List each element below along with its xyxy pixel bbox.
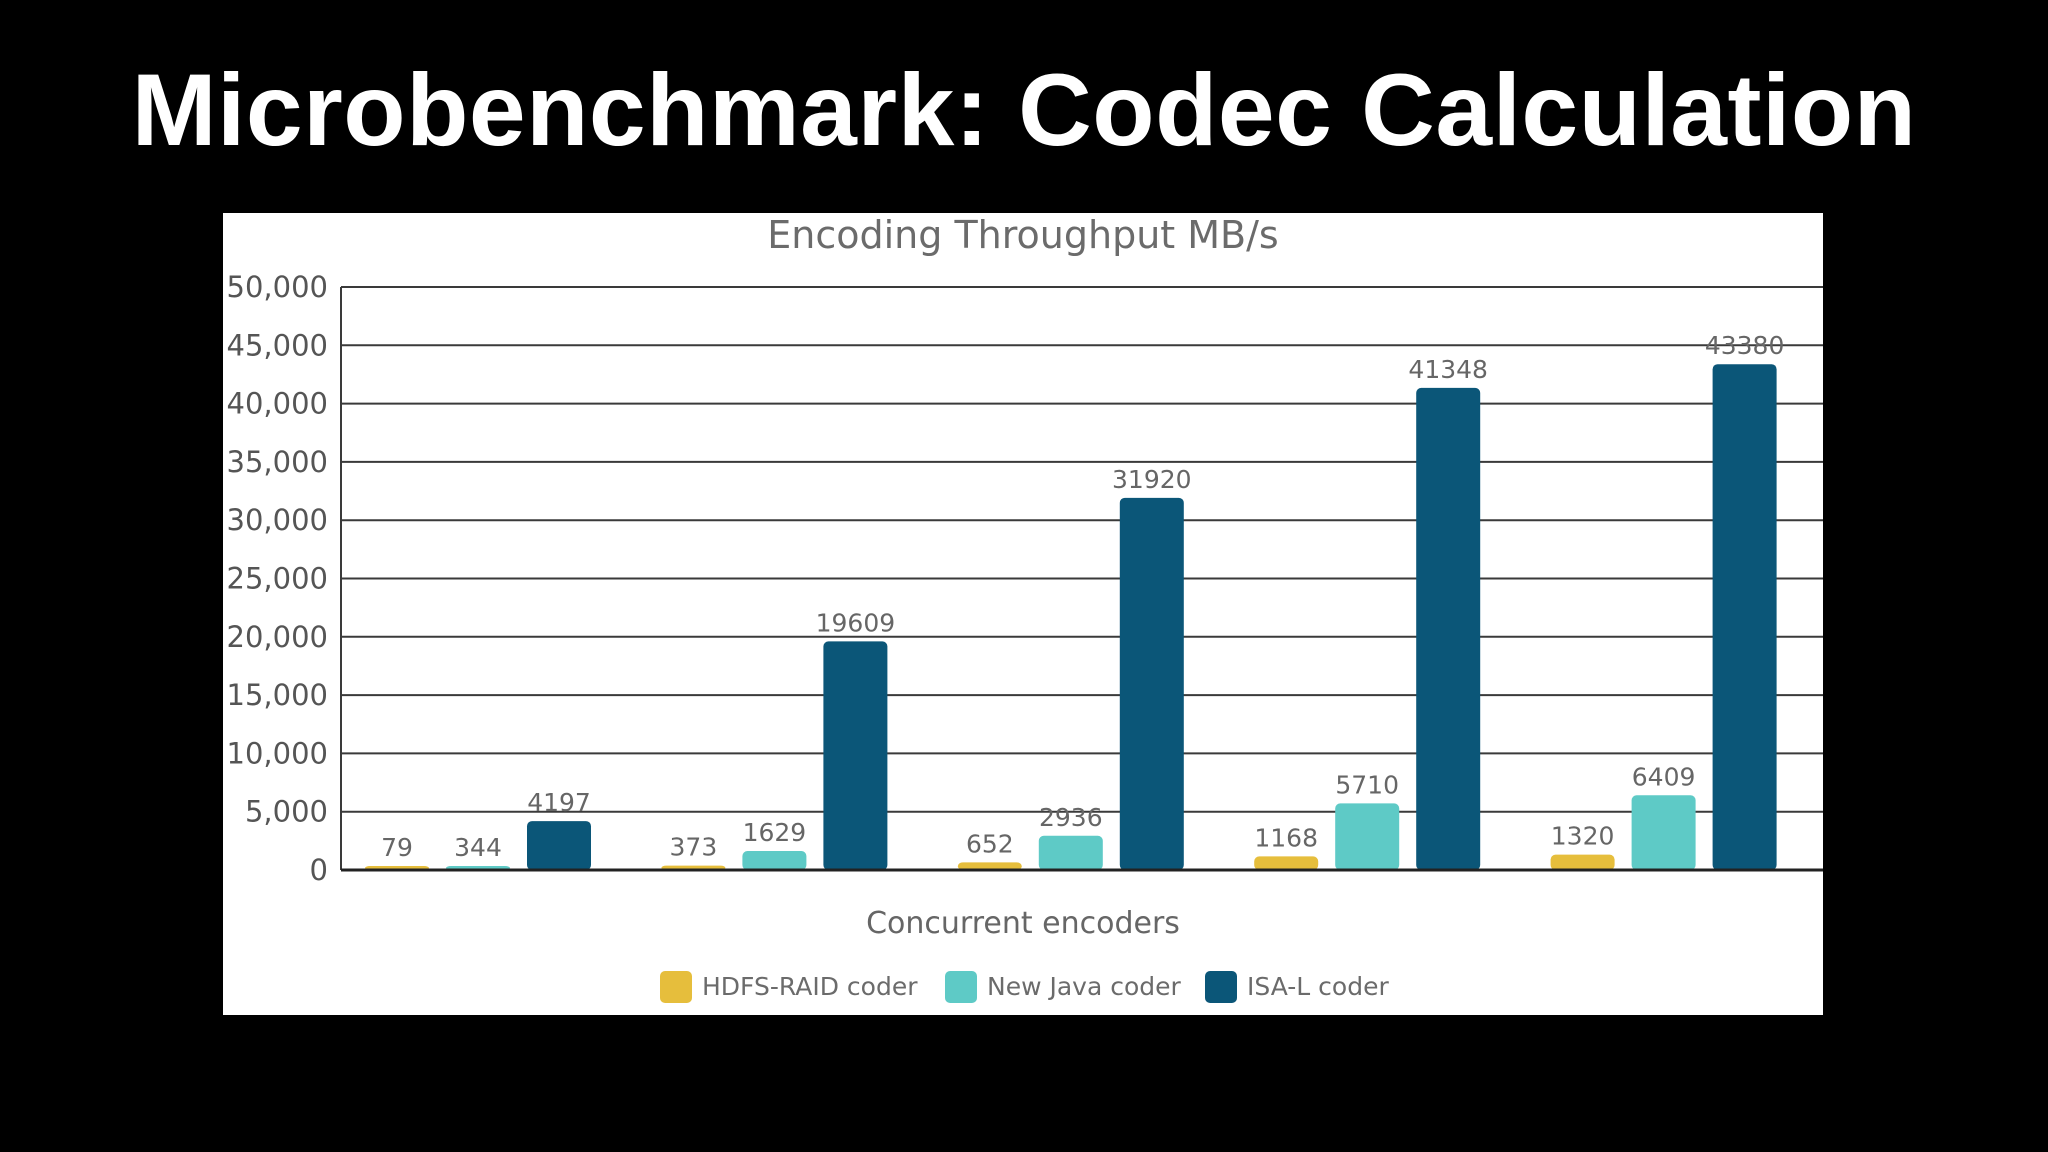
slide-title: Microbenchmark: Codec Calculation [131,53,1917,167]
y-tick-label: 45,000 [227,328,328,362]
bar-value-label: 652 [966,829,1014,858]
bar-value-label: 373 [670,833,718,862]
y-tick-label: 10,000 [227,736,328,770]
y-tick-label: 25,000 [227,562,328,596]
bar [1550,854,1615,870]
bar-value-label: 5710 [1335,770,1399,799]
bar-value-label: 31920 [1112,465,1192,494]
y-tick-label: 40,000 [227,387,328,421]
legend-label: HDFS-RAID coder [702,972,918,1001]
bar [1416,387,1481,870]
bar [742,851,807,870]
legend-label: New Java coder [987,972,1182,1001]
y-tick-label: 0 [310,853,328,887]
y-axis-ticks: 0 5,000 10,000 15,000 20,000 25,000 30,000 35,0… [227,270,328,887]
bar [1038,835,1103,870]
bar-value-label: 344 [454,833,502,862]
bar-chart: Encoding Throughput MB/s 0 5,000 10,000 15,… [227,213,1823,1003]
y-tick-label: 30,000 [227,503,328,537]
bar [1631,795,1696,870]
bar [1712,364,1777,870]
y-tick-label: 15,000 [227,678,328,712]
bars [365,364,1777,870]
legend-swatch [660,971,692,1003]
bar-value-label: 19609 [816,608,896,637]
bar [1119,497,1184,870]
bar-value-label: 1168 [1254,823,1318,852]
bar-value-label: 43380 [1705,331,1785,360]
data-labels: 79 344 4197 373 1629 19609 652 2936 31920 1168 571… [381,331,1784,862]
legend-label: ISA-L coder [1247,972,1389,1001]
x-axis-title: Concurrent encoders [866,906,1180,941]
legend-swatch [1205,971,1237,1003]
bar-value-label: 6409 [1632,762,1696,791]
chart-panel: Encoding Throughput MB/s 0 5,000 10,000 15,… [223,213,1823,1015]
bar-value-label: 41348 [1408,355,1488,384]
bar-value-label: 1320 [1551,822,1615,851]
bar [1254,856,1319,870]
bar [527,821,591,870]
y-tick-label: 5,000 [245,795,328,829]
gridlines [340,286,1823,870]
legend-swatch [945,971,977,1003]
y-tick-label: 35,000 [227,445,328,479]
bar-value-label: 79 [381,833,413,862]
bar [957,862,1022,870]
bar-value-label: 2936 [1039,803,1103,832]
legend: HDFS-RAID coder New Java coder ISA-L coder [660,971,1389,1003]
bar [1335,803,1400,870]
y-tick-label: 20,000 [227,620,328,654]
y-tick-label: 50,000 [227,270,328,304]
chart-title: Encoding Throughput MB/s [767,213,1278,257]
bar-value-label: 1629 [743,818,807,847]
bar [823,641,888,870]
bar-value-label: 4197 [527,788,591,817]
